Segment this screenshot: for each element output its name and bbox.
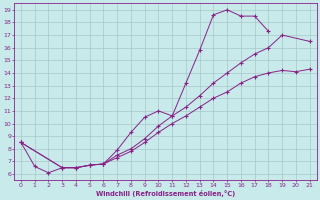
X-axis label: Windchill (Refroidissement éolien,°C): Windchill (Refroidissement éolien,°C) <box>96 190 235 197</box>
